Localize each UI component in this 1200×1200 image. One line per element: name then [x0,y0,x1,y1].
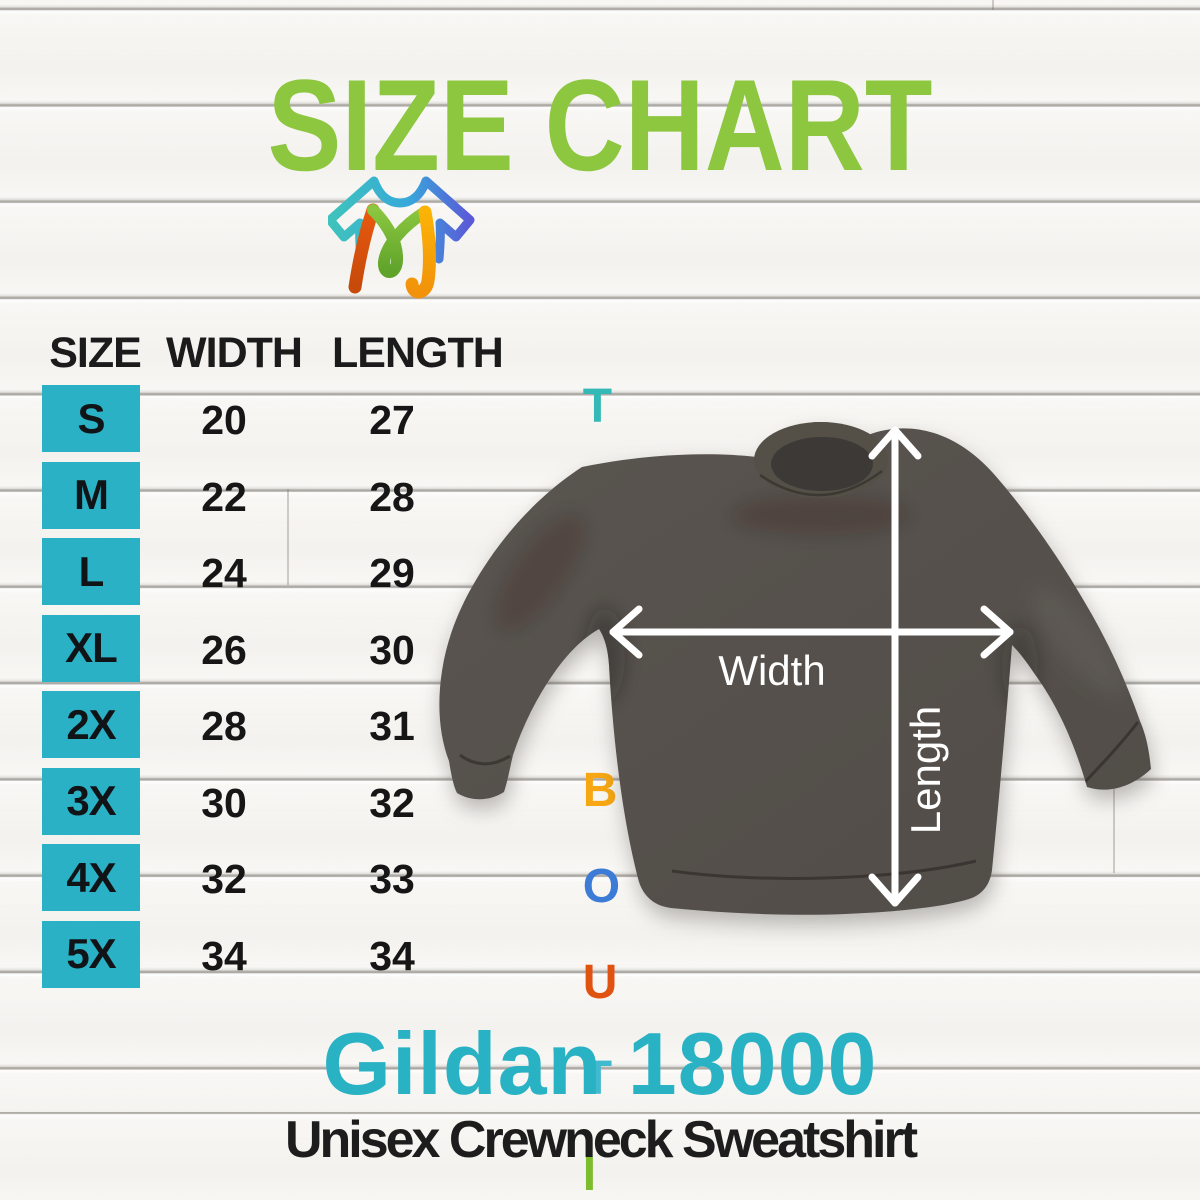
product-subtitle: Unisex Crewneck Sweatshirt [284,1111,918,1169]
width-value: 24 [201,550,247,596]
width-value: 32 [201,856,247,902]
width-value: 20 [201,397,247,443]
size-label-box: 4X [42,844,140,911]
table-row: L 24 29 [42,538,492,605]
collar [754,422,888,498]
length-value: 31 [369,703,415,749]
brand-letter: T [582,1052,614,1105]
brand-letter: B [582,764,619,817]
length-value: 29 [369,550,415,596]
wood-seam [1113,778,1115,873]
width-value: 26 [201,626,247,673]
size-label-box: 5X [42,920,140,988]
brand-letter: T [582,380,614,433]
length-label: Length [902,706,949,834]
width-value: 30 [201,779,247,826]
header-width: WIDTH [166,329,303,377]
header-size: SIZE [49,329,142,377]
table-row: XL 26 30 [42,614,492,682]
length-value: 30 [369,626,415,673]
sweatshirt-diagram: Width Length [439,422,1151,915]
size-label-box: M [42,461,140,529]
brand-letter: I [582,1148,598,1200]
wood-seam [287,489,289,585]
brand-logo: T E E B O U T I Q U E [328,173,908,1199]
width-value: 34 [201,932,247,979]
width-value: 28 [201,703,247,749]
length-value: 32 [369,779,415,826]
wood-seam [992,0,994,10]
length-value: 28 [369,473,415,520]
table-row: 4X 32 33 [42,844,492,911]
width-label: Width [718,647,825,694]
length-value: 34 [369,932,415,979]
size-label-box: 2X [42,691,140,758]
size-label-box: S [42,385,140,452]
table-row: S 20 27 [42,385,492,452]
page-title: SIZE CHART [268,52,933,188]
size-label-box: XL [42,614,140,682]
table-row: 2X 28 31 [42,691,492,758]
brand-letter: U [582,956,619,1009]
title-banner: SIZE CHART [268,52,933,188]
length-value: 27 [369,397,415,443]
width-value: 22 [201,473,247,520]
table-row: 5X 34 34 [42,920,492,988]
brand-letter: O [582,860,622,913]
header-length: LENGTH [332,329,504,377]
length-arrow [868,426,922,907]
product-name: Gildan 18000 [322,1014,878,1113]
table-row: 3X 30 32 [42,767,492,835]
table-row: M 22 28 [42,461,492,529]
width-arrow [609,605,1014,659]
size-label-box: 3X [42,767,140,835]
size-table: S 20 27 M 22 28 L 24 29 XL 26 30 [42,385,492,997]
length-value: 33 [369,856,415,902]
tshirt-logo-icon [328,176,475,299]
size-label-box: L [42,538,140,605]
